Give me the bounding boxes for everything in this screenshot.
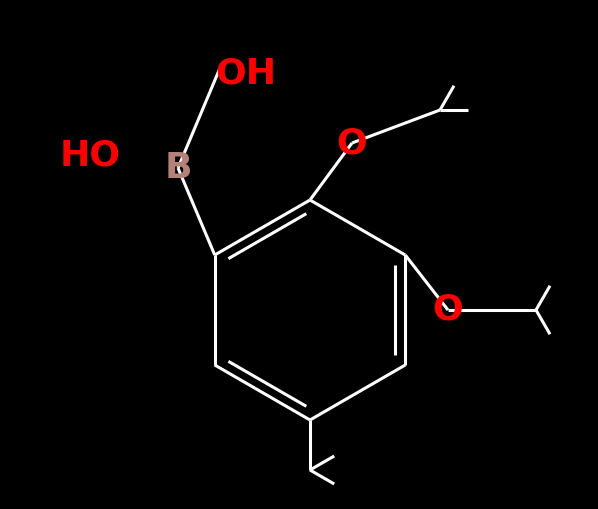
Text: B: B	[164, 151, 192, 185]
Text: O: O	[337, 126, 367, 160]
Text: OH: OH	[215, 56, 276, 90]
Text: HO: HO	[60, 138, 121, 172]
Text: O: O	[432, 293, 463, 327]
